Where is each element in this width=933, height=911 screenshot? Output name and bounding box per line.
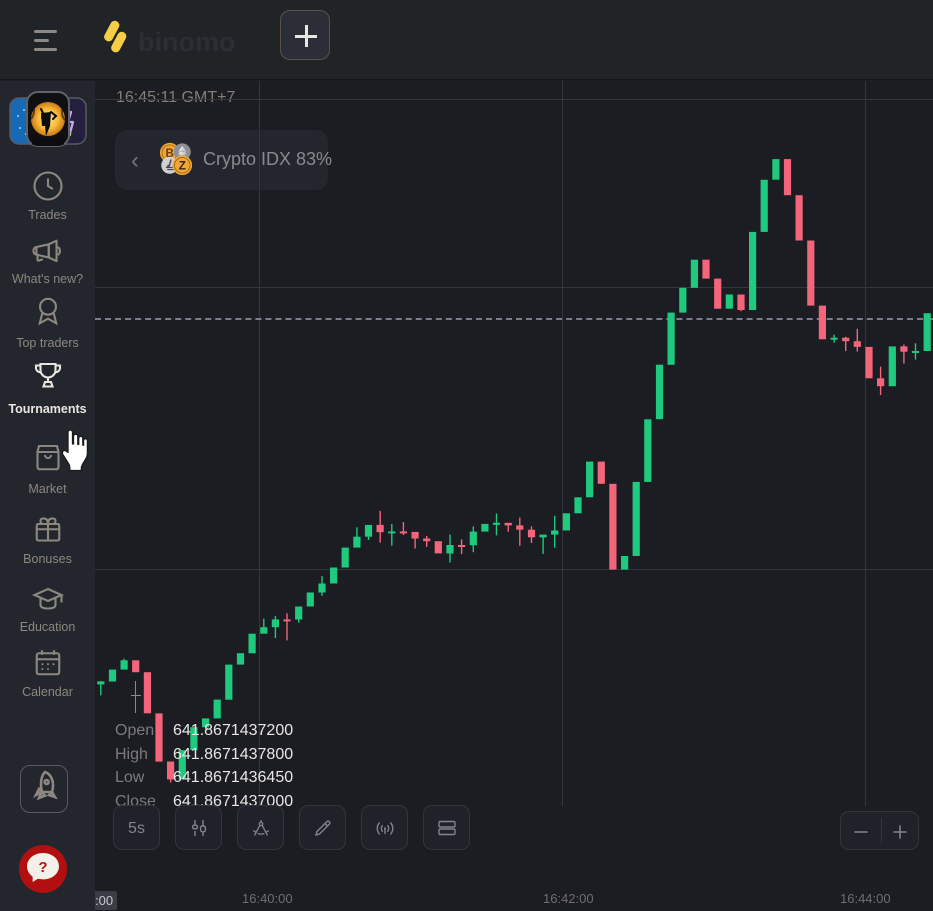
svg-text:?: ? [38,859,47,876]
svg-text:binomo: binomo [138,27,235,57]
